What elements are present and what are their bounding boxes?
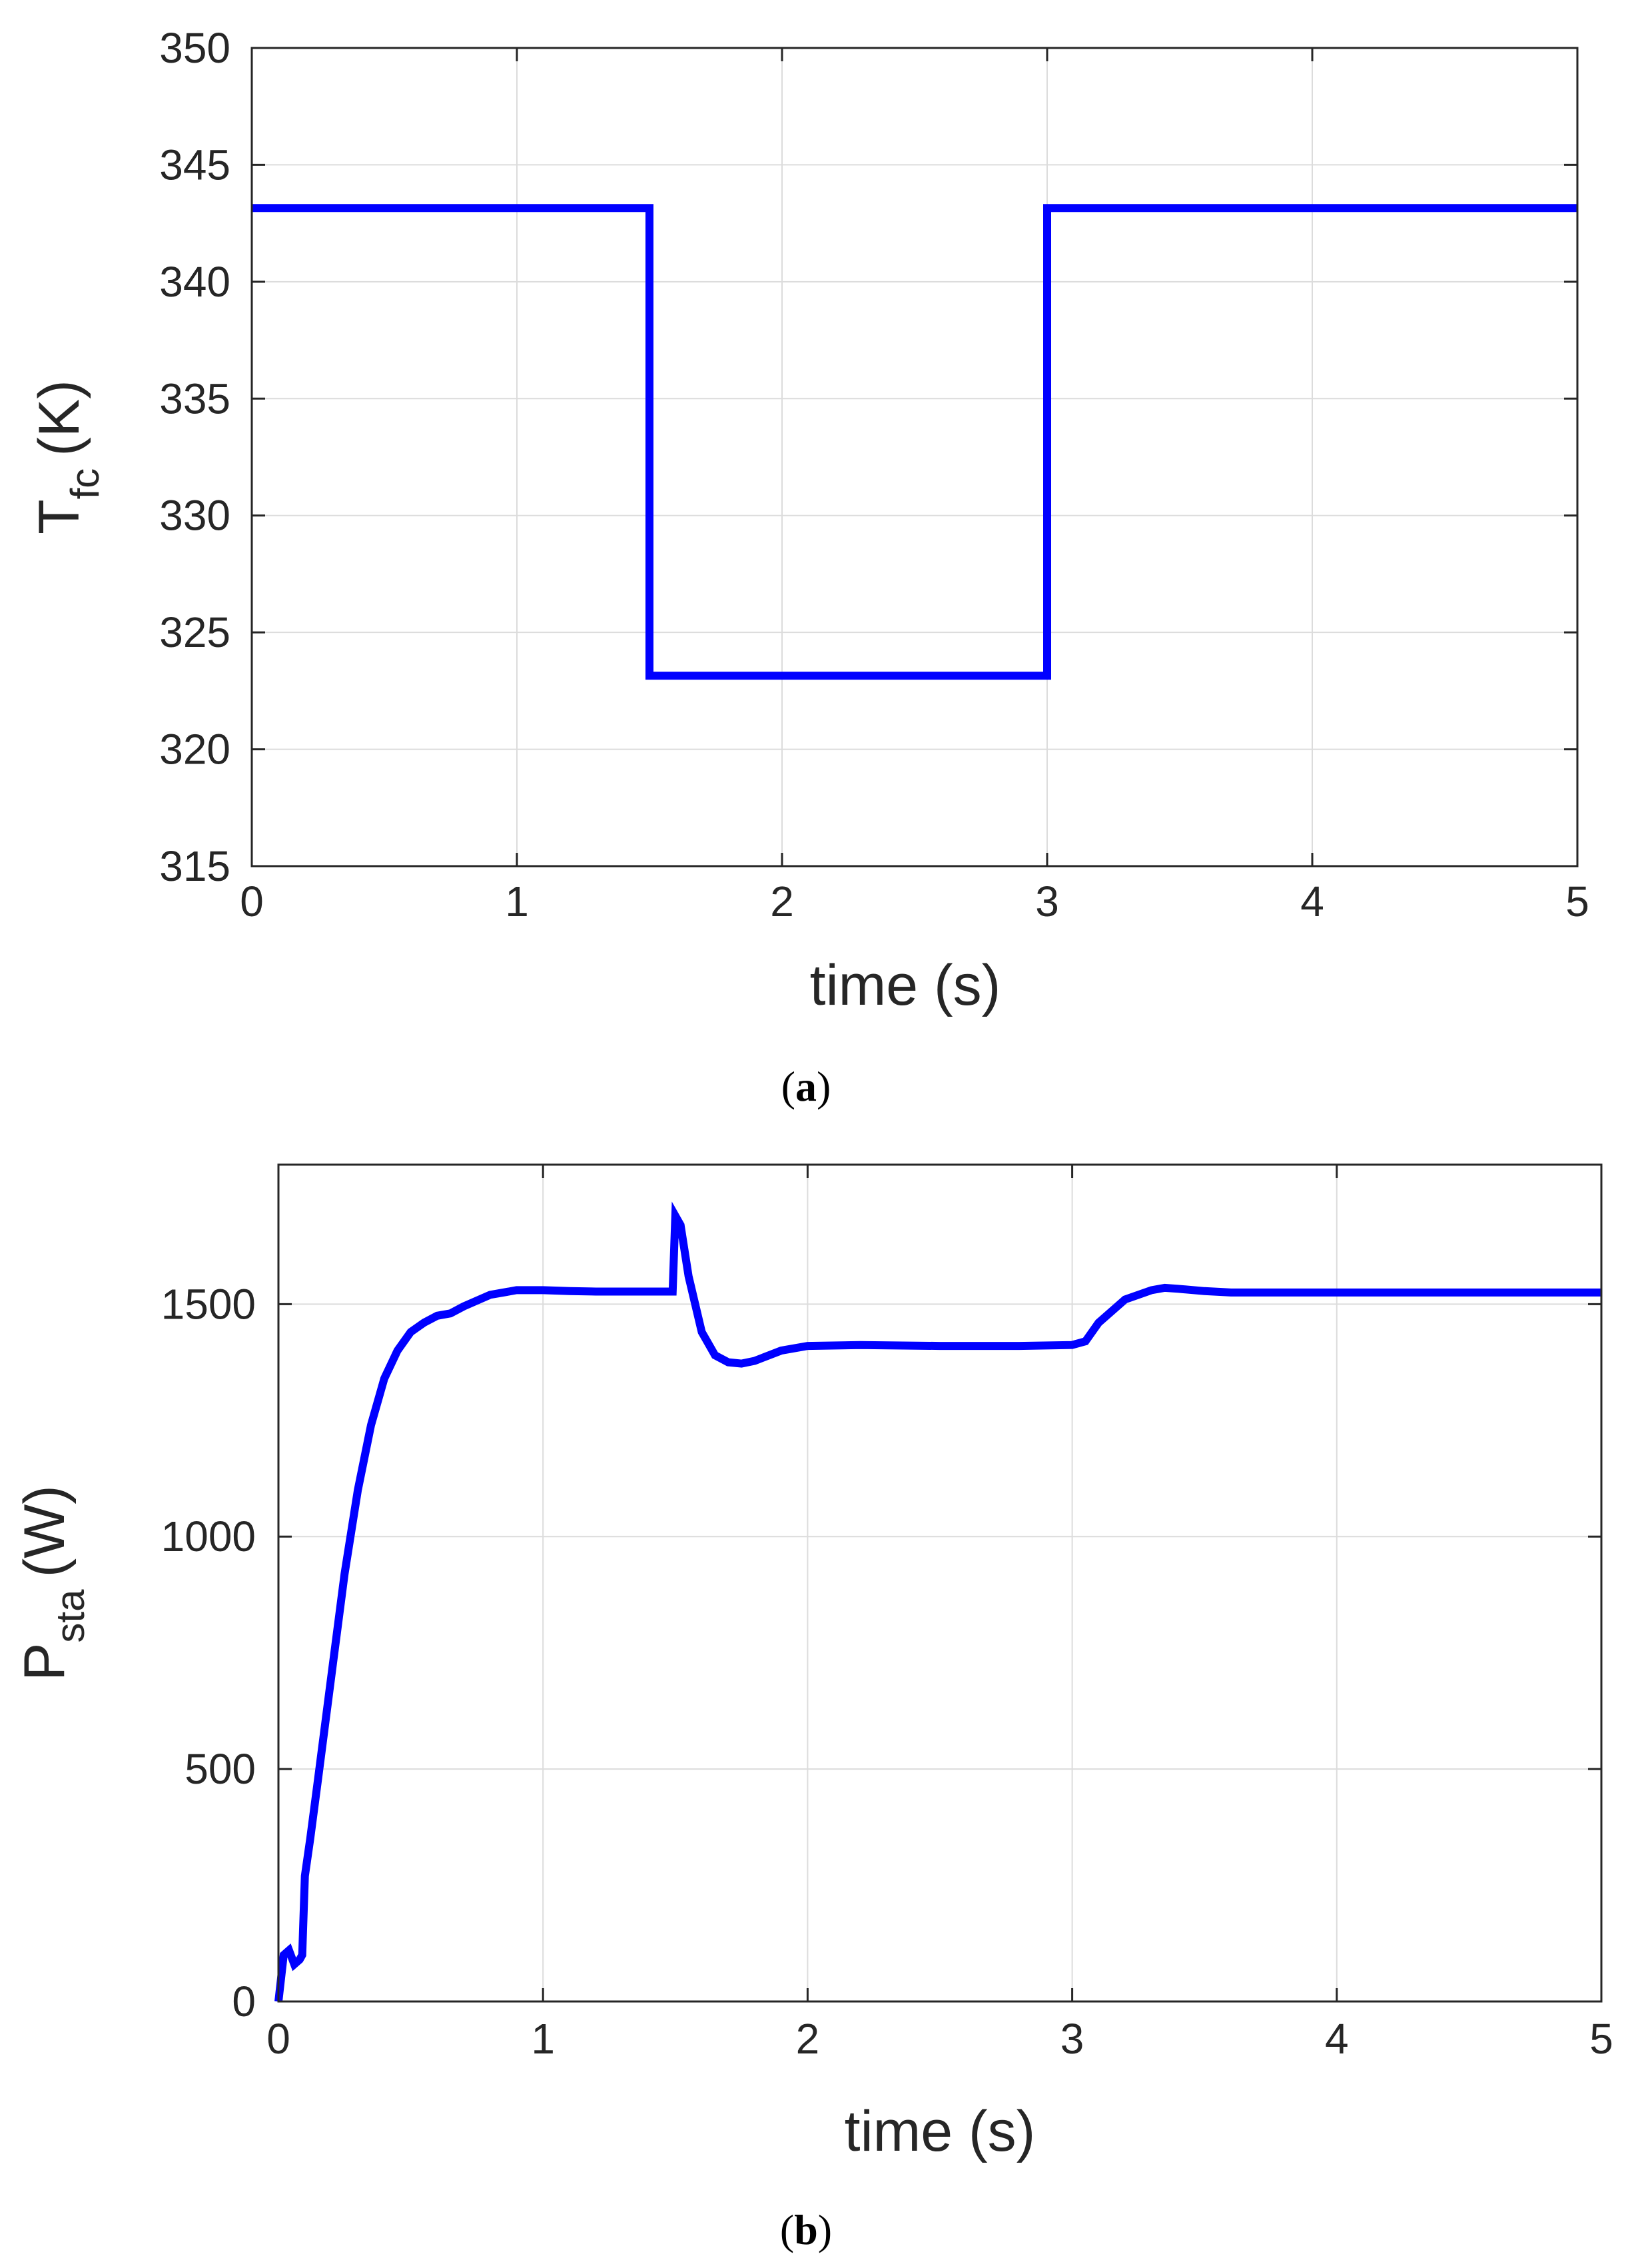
y-tick-label: 350	[159, 24, 230, 72]
y-tick-label: 0	[232, 1978, 256, 2025]
y-tick-label: 330	[159, 492, 230, 540]
x-tick-label: 5	[1565, 877, 1589, 925]
panel-label-a: (a)	[781, 1063, 831, 1110]
y-tick-label: 325	[159, 608, 230, 656]
series-a	[252, 204, 1577, 680]
axes-box-a	[250, 47, 1579, 867]
x-tick-label: 2	[796, 2015, 820, 2063]
x-tick-label: 0	[240, 877, 264, 925]
y-tick-label: 345	[159, 141, 230, 189]
series-b	[274, 1201, 1601, 2002]
y-tick-label: 320	[159, 726, 230, 774]
x-tick-label: 1	[531, 2015, 555, 2063]
series-line	[252, 204, 1577, 680]
y-axis-label-a: Tfc (K)	[27, 380, 107, 534]
y-axis-label-b-sub: sta	[48, 1589, 93, 1643]
panel-letter-a: a	[795, 1063, 817, 1110]
x-axis-label-a: time (s)	[810, 953, 1001, 1017]
plot-area-a	[252, 48, 1577, 866]
x-tick-label: 1	[505, 877, 529, 925]
grid-b	[278, 1165, 1601, 2001]
x-tick-label: 3	[1035, 877, 1059, 925]
y-tick-label: 335	[159, 374, 230, 422]
series-line	[274, 1201, 1601, 2002]
chart-b: 0 1 2 3 4 5 0 500 1000 1500 time (s) Psta (W) (b)	[13, 1163, 1613, 2253]
y-tick-label: 340	[159, 258, 230, 306]
x-tick-label: 0	[266, 2015, 290, 2063]
y-axis-label-b: Psta (W)	[13, 1485, 93, 1681]
y-axis-label-a-sub: fc	[63, 468, 107, 500]
y-axis-label-a-unit: (K)	[27, 380, 91, 456]
y-axis-label-b-unit: (W)	[13, 1485, 77, 1577]
axes-box-b	[277, 1163, 1603, 2003]
x-tick-label: 4	[1325, 2015, 1349, 2063]
panel-label-b: (b)	[780, 2206, 832, 2253]
y-tick-label: 1000	[161, 1512, 256, 1560]
y-axis-label-b-main: P	[13, 1643, 77, 1681]
x-tick-label: 5	[1589, 2015, 1613, 2063]
panel-letter-b: b	[794, 2206, 818, 2253]
x-tick-label: 3	[1060, 2015, 1084, 2063]
y-tick-label: 1500	[161, 1280, 256, 1328]
y-tick-label: 500	[185, 1745, 256, 1793]
x-tick-label: 2	[770, 877, 794, 925]
y-tick-label: 315	[159, 842, 230, 890]
x-axis-label-b: time (s)	[845, 2099, 1036, 2163]
x-tick-label: 4	[1300, 877, 1324, 925]
y-axis-label-a-main: T	[27, 499, 91, 534]
ticks-b: 0 1 2 3 4 5 0 500 1000 1500	[161, 1165, 1613, 2063]
grid-a	[252, 48, 1577, 866]
